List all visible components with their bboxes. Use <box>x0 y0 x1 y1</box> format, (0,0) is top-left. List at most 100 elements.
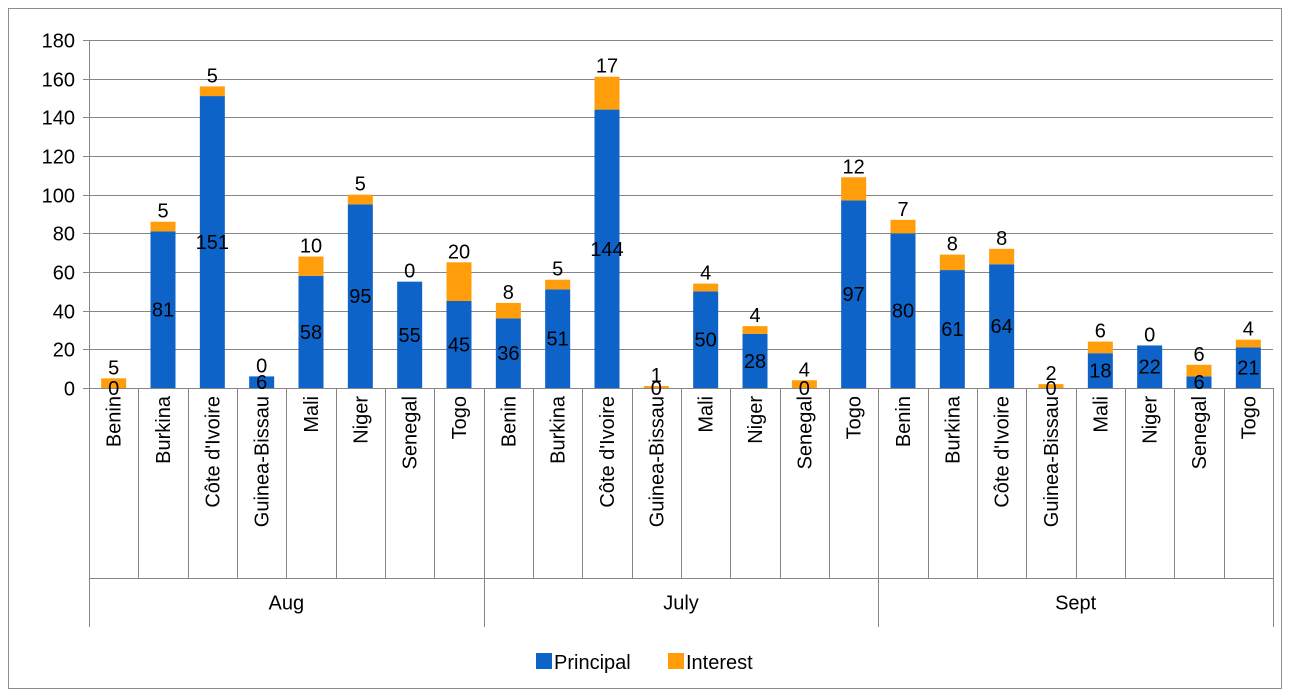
data-label-principal: 80 <box>892 301 914 323</box>
bar-interest <box>791 380 817 388</box>
bar-interest <box>298 256 324 276</box>
x-category-label: Côte d'Ivoire <box>597 396 619 508</box>
data-label-principal: 0 <box>799 378 810 400</box>
bar-principal <box>1087 353 1113 388</box>
data-label-principal: 61 <box>941 319 963 341</box>
data-label-interest: 4 <box>749 305 760 327</box>
data-label-principal: 0 <box>108 378 119 400</box>
data-labels: 0581515156058109555504520368515144170150… <box>108 56 1259 400</box>
bar-interest <box>1186 364 1212 377</box>
data-label-interest: 8 <box>947 234 958 256</box>
bar-principal <box>298 275 324 388</box>
x-category-label: Niger <box>350 396 372 444</box>
x-category-label: Niger <box>1140 396 1162 444</box>
x-category-label: Mali <box>696 396 718 433</box>
bar-principal <box>594 109 620 388</box>
data-label-principal: 6 <box>1193 372 1204 394</box>
x-category-label: Togo <box>449 396 471 439</box>
bar-principal <box>890 233 916 388</box>
legend-swatch <box>536 653 552 669</box>
data-label-principal: 18 <box>1089 361 1111 383</box>
bar-principal <box>545 289 571 388</box>
data-label-principal: 22 <box>1139 357 1161 379</box>
x-category-label: Burkina <box>548 395 570 464</box>
bar-principal <box>939 270 965 388</box>
bar-interest <box>101 378 127 388</box>
y-tick-label: 180 <box>42 31 75 53</box>
data-label-interest: 5 <box>108 357 119 379</box>
y-tick-label: 140 <box>42 108 75 130</box>
x-category-label: Senegal <box>400 396 422 469</box>
x-category-label: Benin <box>498 396 520 447</box>
data-label-principal: 97 <box>843 284 865 306</box>
x-category-label: Niger <box>745 396 767 444</box>
x-category-label: Togo <box>1238 396 1260 439</box>
data-label-principal: 21 <box>1237 358 1259 380</box>
data-label-interest: 0 <box>404 261 415 283</box>
data-label-principal: 36 <box>497 343 519 365</box>
data-label-interest: 4 <box>700 263 711 285</box>
bar-principal <box>495 318 521 388</box>
legend-swatch <box>668 653 684 669</box>
bar-principal <box>150 231 176 388</box>
data-label-principal: 50 <box>695 330 717 352</box>
x-category-label: Côte d'Ivoire <box>992 396 1014 508</box>
x-group-label: Aug <box>269 593 305 615</box>
x-category-label: Senegal <box>1189 396 1211 469</box>
bars <box>101 76 1261 389</box>
y-axis-tick-labels: 0 20 40 60 80 100 120 140 160 180 <box>42 31 75 401</box>
x-category-label: Mali <box>301 396 323 433</box>
data-label-principal: 28 <box>744 351 766 373</box>
bar-interest <box>841 177 867 201</box>
y-tick-label: 0 <box>64 379 75 401</box>
data-label-interest: 5 <box>207 65 218 87</box>
data-label-principal: 45 <box>448 335 470 357</box>
y-tick-label: 100 <box>42 186 75 208</box>
data-label-principal: 6 <box>256 372 267 394</box>
legend-label: Principal <box>554 652 631 674</box>
data-label-interest: 4 <box>799 359 810 381</box>
bar-principal <box>347 204 373 388</box>
data-label-principal: 0 <box>1045 378 1056 400</box>
data-label-principal: 58 <box>300 322 322 344</box>
x-category-label: Benin <box>893 396 915 447</box>
bar-principal <box>199 96 225 389</box>
data-label-principal: 51 <box>547 329 569 351</box>
data-label-interest: 20 <box>448 241 470 263</box>
data-label-principal: 144 <box>590 239 623 261</box>
x-category-label: Guinea-Bissau <box>252 396 274 527</box>
data-label-interest: 7 <box>897 199 908 221</box>
data-label-interest: 5 <box>157 201 168 223</box>
bar-principal <box>841 200 867 388</box>
bar-interest <box>347 194 373 205</box>
bar-principal <box>989 264 1015 388</box>
y-tick-label: 60 <box>53 263 75 285</box>
y-tick-label: 20 <box>53 340 75 362</box>
bar-principal <box>1186 376 1212 388</box>
bar-principal <box>249 376 275 388</box>
bar-interest <box>890 219 916 234</box>
data-label-principal: 151 <box>196 232 229 254</box>
bar-interest <box>742 326 768 334</box>
x-group-label: July <box>663 593 699 615</box>
bar-interest <box>693 283 719 292</box>
bar-interest <box>643 386 669 388</box>
bar-principal <box>693 291 719 388</box>
data-label-interest: 5 <box>552 259 563 281</box>
bar-interest <box>989 248 1015 265</box>
bar-interest <box>1087 341 1113 354</box>
x-category-label: Côte d'Ivoire <box>202 396 224 508</box>
bar-interest <box>495 302 521 319</box>
data-label-principal: 0 <box>651 378 662 400</box>
bar-principal <box>1137 345 1163 388</box>
data-label-interest: 6 <box>1095 321 1106 343</box>
bar-principal <box>1235 347 1261 388</box>
data-label-principal: 81 <box>152 300 174 322</box>
x-category-label: Benin <box>104 396 126 447</box>
bar-interest <box>1235 339 1261 348</box>
bar-principal <box>742 333 768 388</box>
data-label-interest: 5 <box>355 174 366 196</box>
bar-interest <box>1038 384 1064 388</box>
